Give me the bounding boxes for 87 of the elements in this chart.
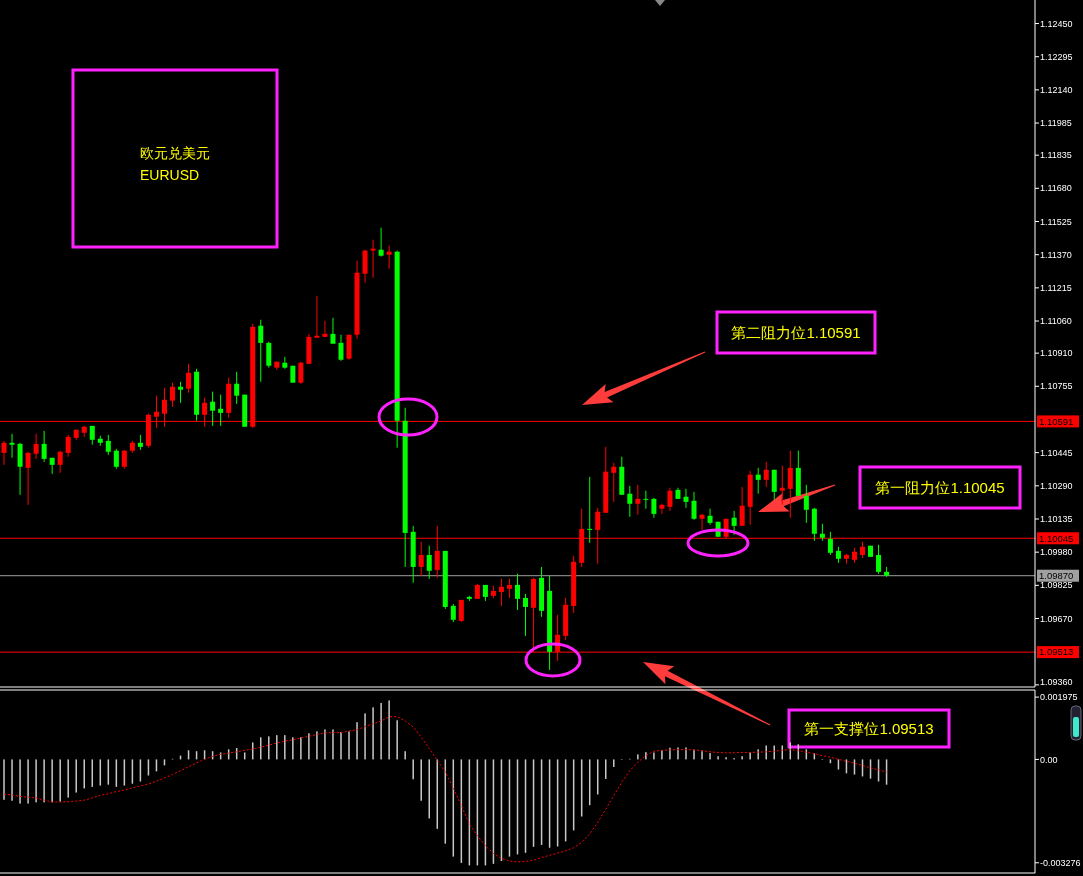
candlestick (1, 440, 7, 466)
candlestick (739, 486, 745, 527)
candlestick (370, 239, 376, 279)
ref-line-label: 1.10591 (1039, 415, 1074, 427)
candlestick (787, 450, 793, 519)
candlestick (378, 227, 384, 258)
candlestick (9, 433, 15, 459)
candlestick (667, 487, 673, 512)
y-tick-label: 1.10290 (1040, 480, 1073, 491)
candlestick (346, 334, 352, 361)
candlestick (707, 508, 713, 526)
y-tick-label: 1.11370 (1040, 249, 1072, 260)
y-tick-label: 1.11680 (1040, 183, 1072, 194)
candlestick (498, 578, 504, 607)
candlestick (17, 442, 23, 496)
candlestick (651, 497, 657, 519)
y-tick-label: 1.12140 (1040, 85, 1073, 96)
annotation: 第一阻力位1.10045 (875, 478, 1005, 496)
ref-line-label: 1.09513 (1039, 646, 1074, 658)
candlestick (105, 434, 111, 456)
candlestick (635, 484, 641, 516)
y-tick-label: 0.001975 (1040, 692, 1078, 703)
candlestick (234, 371, 240, 405)
y-tick-label: 1.12450 (1040, 18, 1073, 29)
candlestick (314, 295, 320, 339)
candlestick (426, 545, 432, 580)
y-tick-label: 1.11060 (1040, 316, 1072, 327)
ref-line-label: 1.09870 (1039, 570, 1074, 582)
candlestick (627, 485, 633, 518)
y-tick-label: 1.11835 (1040, 150, 1072, 161)
candlestick (611, 462, 617, 503)
y-tick-label: 1.09670 (1040, 613, 1073, 624)
y-tick-label: 1.11985 (1040, 118, 1072, 129)
y-tick-label: 1.10910 (1040, 348, 1073, 359)
annotation: 第二阻力位1.10591 (731, 323, 861, 341)
candlestick (33, 433, 39, 460)
candlestick (121, 449, 127, 470)
y-tick-label: 1.10755 (1040, 381, 1073, 392)
y-tick-label: 0.00 (1040, 754, 1058, 765)
ref-line-label: 1.10045 (1039, 532, 1074, 544)
candlestick (515, 573, 520, 611)
candlestick (523, 593, 529, 637)
y-tick-label: -0.003276 (1040, 857, 1081, 868)
candlestick (338, 334, 344, 362)
candlestick (41, 430, 47, 463)
candlestick (210, 391, 216, 427)
y-tick-label: 1.09980 (1040, 547, 1073, 558)
candlestick (266, 341, 272, 369)
y-tick-label: 1.10135 (1040, 514, 1073, 525)
y-tick-label: 1.10445 (1040, 447, 1073, 458)
candlestick (386, 245, 392, 270)
candlestick (659, 503, 665, 515)
candlestick (587, 476, 593, 544)
candlestick (876, 544, 882, 575)
y-tick-label: 1.09825 (1040, 580, 1073, 591)
candlestick (779, 465, 785, 506)
y-tick-label: 1.09360 (1040, 677, 1073, 688)
annotation: 第一支撑位1.09513 (804, 719, 934, 737)
annotation: 欧元兑美元 EURUSD (140, 144, 210, 183)
candlestick (418, 541, 424, 577)
candlestick (186, 363, 192, 394)
candlestick (683, 488, 689, 509)
candlestick (362, 249, 368, 284)
candlestick (699, 513, 705, 531)
candlestick (506, 578, 512, 599)
candlestick (25, 451, 31, 506)
candlestick (731, 510, 737, 536)
candlestick (218, 394, 224, 427)
candlestick (65, 434, 71, 458)
candlestick (57, 450, 63, 474)
candlestick (691, 491, 697, 521)
candlestick (771, 469, 777, 501)
candlestick (755, 467, 761, 495)
y-tick-label: 1.11215 (1040, 283, 1072, 294)
y-tick-label: 1.12295 (1040, 51, 1073, 62)
candlestick (178, 381, 184, 404)
candlestick (113, 448, 119, 470)
candlestick (258, 319, 264, 383)
candlestick (803, 484, 809, 524)
candlestick (170, 382, 175, 408)
candlestick (827, 531, 833, 556)
candlestick (643, 490, 649, 510)
candlestick (298, 361, 304, 385)
candlestick (322, 320, 328, 338)
y-tick-label: 1.11525 (1040, 216, 1072, 227)
candlestick (330, 317, 336, 345)
candlestick (763, 461, 769, 488)
